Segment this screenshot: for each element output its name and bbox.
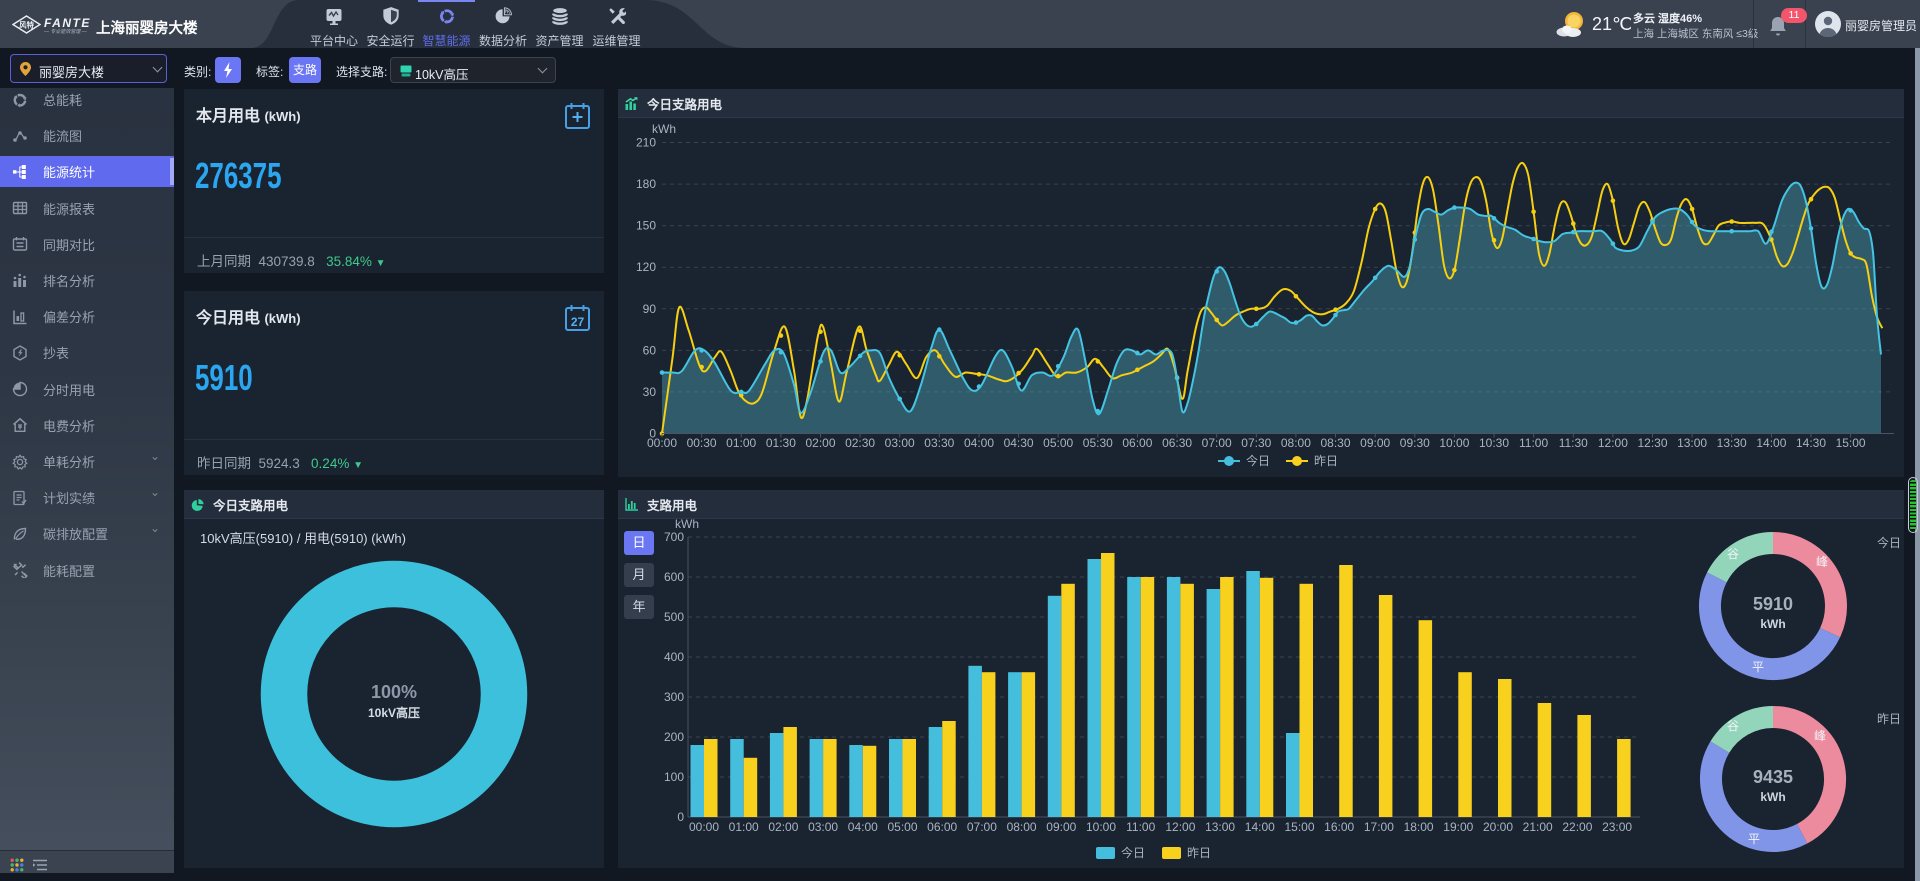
svg-text:120: 120 <box>636 260 656 274</box>
svg-text:13:00: 13:00 <box>1205 820 1235 834</box>
svg-text:05:00: 05:00 <box>887 820 917 834</box>
svg-text:19:00: 19:00 <box>1443 820 1473 834</box>
svg-text:00:30: 00:30 <box>687 436 717 450</box>
svg-text:300: 300 <box>664 690 684 704</box>
svg-text:05:00: 05:00 <box>1043 436 1073 450</box>
svg-text:06:30: 06:30 <box>1162 436 1192 450</box>
svg-text:20:00: 20:00 <box>1483 820 1513 834</box>
svg-text:今日: 今日 <box>1877 535 1901 550</box>
svg-text:kWh: kWh <box>675 517 699 531</box>
svg-text:03:00: 03:00 <box>808 820 838 834</box>
svg-text:22:00: 22:00 <box>1562 820 1592 834</box>
svg-text:11:30: 11:30 <box>1559 436 1588 450</box>
svg-text:10kV高压: 10kV高压 <box>368 705 420 720</box>
svg-text:02:00: 02:00 <box>768 820 798 834</box>
svg-text:90: 90 <box>643 302 657 316</box>
svg-text:16:00: 16:00 <box>1324 820 1354 834</box>
svg-text:04:00: 04:00 <box>964 436 994 450</box>
svg-text:kWh: kWh <box>1760 790 1785 804</box>
svg-text:14:00: 14:00 <box>1245 820 1275 834</box>
svg-text:kWh: kWh <box>652 122 676 136</box>
svg-text:23:00: 23:00 <box>1602 820 1632 834</box>
svg-text:06:00: 06:00 <box>927 820 957 834</box>
svg-text:700: 700 <box>664 530 684 544</box>
svg-text:0: 0 <box>649 427 656 441</box>
svg-text:10:30: 10:30 <box>1479 436 1509 450</box>
svg-text:昨日: 昨日 <box>1314 454 1338 468</box>
svg-text:03:00: 03:00 <box>885 436 915 450</box>
svg-text:04:30: 04:30 <box>1004 436 1034 450</box>
svg-text:10:00: 10:00 <box>1439 436 1469 450</box>
svg-text:30: 30 <box>643 385 657 399</box>
svg-text:400: 400 <box>664 650 684 664</box>
svg-text:11:00: 11:00 <box>1519 436 1548 450</box>
svg-text:09:30: 09:30 <box>1400 436 1430 450</box>
svg-text:500: 500 <box>664 610 684 624</box>
svg-text:12:30: 12:30 <box>1637 436 1667 450</box>
svg-text:27: 27 <box>571 315 585 329</box>
svg-text:谷: 谷 <box>1727 547 1739 561</box>
svg-text:谷: 谷 <box>1727 719 1739 733</box>
svg-text:100: 100 <box>664 770 684 784</box>
svg-text:600: 600 <box>664 570 684 584</box>
svg-text:21:00: 21:00 <box>1523 820 1553 834</box>
svg-text:05:30: 05:30 <box>1083 436 1113 450</box>
svg-text:15:00: 15:00 <box>1836 436 1866 450</box>
svg-text:00:00: 00:00 <box>647 436 677 450</box>
svg-text:08:00: 08:00 <box>1007 820 1037 834</box>
svg-text:04:00: 04:00 <box>848 820 878 834</box>
svg-text:150: 150 <box>636 219 656 233</box>
svg-text:00:00: 00:00 <box>689 820 719 834</box>
svg-text:5910: 5910 <box>1753 594 1793 614</box>
svg-text:14:30: 14:30 <box>1796 436 1826 450</box>
svg-text:昨日: 昨日 <box>1187 846 1211 860</box>
svg-text:13:30: 13:30 <box>1717 436 1747 450</box>
svg-text:峰: 峰 <box>1814 729 1826 743</box>
svg-text:今日: 今日 <box>1246 453 1270 468</box>
svg-text:07:30: 07:30 <box>1241 436 1271 450</box>
svg-text:峰: 峰 <box>1816 555 1828 569</box>
svg-text:12:00: 12:00 <box>1598 436 1628 450</box>
svg-text:200: 200 <box>664 730 684 744</box>
svg-text:210: 210 <box>636 136 656 150</box>
svg-text:昨日: 昨日 <box>1877 712 1901 726</box>
svg-text:06:00: 06:00 <box>1122 436 1152 450</box>
svg-text:08:30: 08:30 <box>1320 436 1350 450</box>
svg-text:9435: 9435 <box>1753 767 1793 787</box>
svg-text:09:00: 09:00 <box>1046 820 1076 834</box>
svg-text:风特: 风特 <box>19 20 34 30</box>
svg-text:01:00: 01:00 <box>729 820 759 834</box>
svg-text:13:00: 13:00 <box>1677 436 1707 450</box>
svg-text:09:00: 09:00 <box>1360 436 1390 450</box>
svg-text:100%: 100% <box>371 682 417 702</box>
svg-text:07:00: 07:00 <box>967 820 997 834</box>
svg-text:12:00: 12:00 <box>1165 820 1195 834</box>
svg-text:18:00: 18:00 <box>1404 820 1434 834</box>
svg-text:平: 平 <box>1748 832 1760 846</box>
svg-text:07:00: 07:00 <box>1202 436 1232 450</box>
svg-text:02:00: 02:00 <box>805 436 835 450</box>
svg-text:01:30: 01:30 <box>766 436 796 450</box>
svg-text:11:00: 11:00 <box>1126 820 1155 834</box>
svg-text:08:00: 08:00 <box>1281 436 1311 450</box>
svg-text:14:00: 14:00 <box>1756 436 1786 450</box>
svg-text:0: 0 <box>677 810 684 824</box>
svg-text:今日: 今日 <box>1121 845 1145 860</box>
svg-text:01:00: 01:00 <box>726 436 756 450</box>
svg-text:15:00: 15:00 <box>1284 820 1314 834</box>
svg-text:平: 平 <box>1752 660 1764 674</box>
svg-text:60: 60 <box>643 343 657 357</box>
svg-text:kWh: kWh <box>1760 617 1785 631</box>
svg-text:10:00: 10:00 <box>1086 820 1116 834</box>
svg-text:03:30: 03:30 <box>924 436 954 450</box>
svg-text:17:00: 17:00 <box>1364 820 1394 834</box>
svg-text:02:30: 02:30 <box>845 436 875 450</box>
svg-text:180: 180 <box>636 177 656 191</box>
